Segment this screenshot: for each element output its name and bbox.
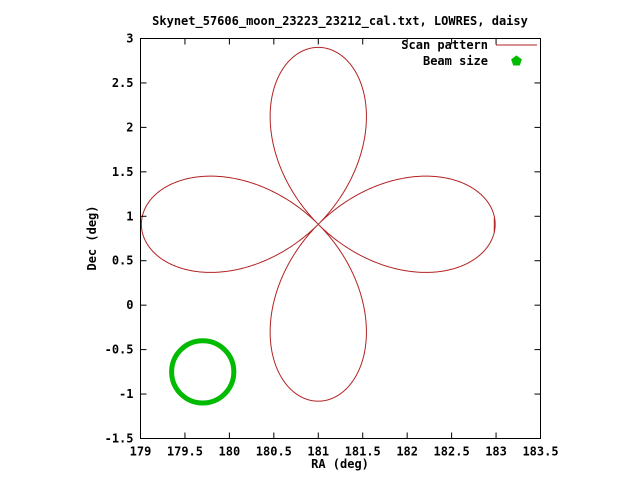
y-tick-label: -0.5 (105, 343, 134, 357)
x-tick-label: 179 (130, 445, 152, 459)
legend-label-beam-size: Beam size (423, 54, 488, 68)
legend-beam-sample (511, 55, 522, 66)
x-tick-label: 180.5 (256, 445, 292, 459)
y-axis-label: Dec (deg) (85, 205, 99, 270)
plot-border (140, 38, 541, 439)
y-tick-label: 0.5 (112, 254, 134, 268)
y-tick-label: 2.5 (112, 76, 134, 90)
y-tick-label: 0 (126, 298, 133, 312)
scan-pattern-curve (140, 46, 496, 402)
chart-title: Skynet_57606_moon_23223_23212_cal.txt, L… (152, 14, 528, 29)
x-tick-label: 182.5 (434, 445, 470, 459)
x-tick-label: 183 (485, 445, 507, 459)
legend: Scan pattern Beam size (401, 38, 537, 68)
x-tick-label: 182 (396, 445, 418, 459)
beam-size-marker-icon (511, 55, 522, 66)
beam-size-circle (169, 338, 237, 406)
plot-curves (140, 46, 496, 406)
x-tick-label: 181 (307, 445, 329, 459)
x-axis-label: RA (deg) (311, 457, 369, 471)
legend-label-scan-pattern: Scan pattern (401, 38, 488, 52)
x-tick-label: 179.5 (167, 445, 203, 459)
y-tick-label: -1.5 (105, 432, 134, 446)
y-tick-label: 3 (126, 32, 133, 46)
x-tick-label: 180 (219, 445, 241, 459)
axis-ticks: 179 179.5 180 180.5 181 181.5 182 182.5 183 183.5… (105, 32, 559, 459)
y-tick-label: 1 (126, 209, 133, 223)
y-tick-label: 1.5 (112, 165, 134, 179)
y-tick-label: 2 (126, 120, 133, 134)
y-tick-label: -1 (119, 387, 133, 401)
x-tick-label: 183.5 (522, 445, 558, 459)
x-tick-label: 181.5 (345, 445, 381, 459)
